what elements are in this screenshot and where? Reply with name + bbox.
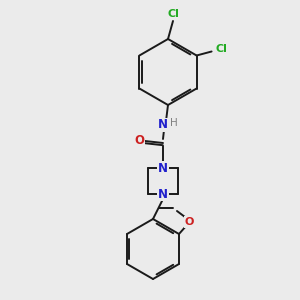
Text: N: N [158,161,168,175]
Text: O: O [134,134,144,148]
Text: Cl: Cl [216,44,227,55]
Text: Cl: Cl [167,9,179,19]
Text: N: N [158,118,168,131]
Text: H: H [170,118,178,128]
Text: O: O [184,217,194,227]
Text: N: N [158,188,168,200]
